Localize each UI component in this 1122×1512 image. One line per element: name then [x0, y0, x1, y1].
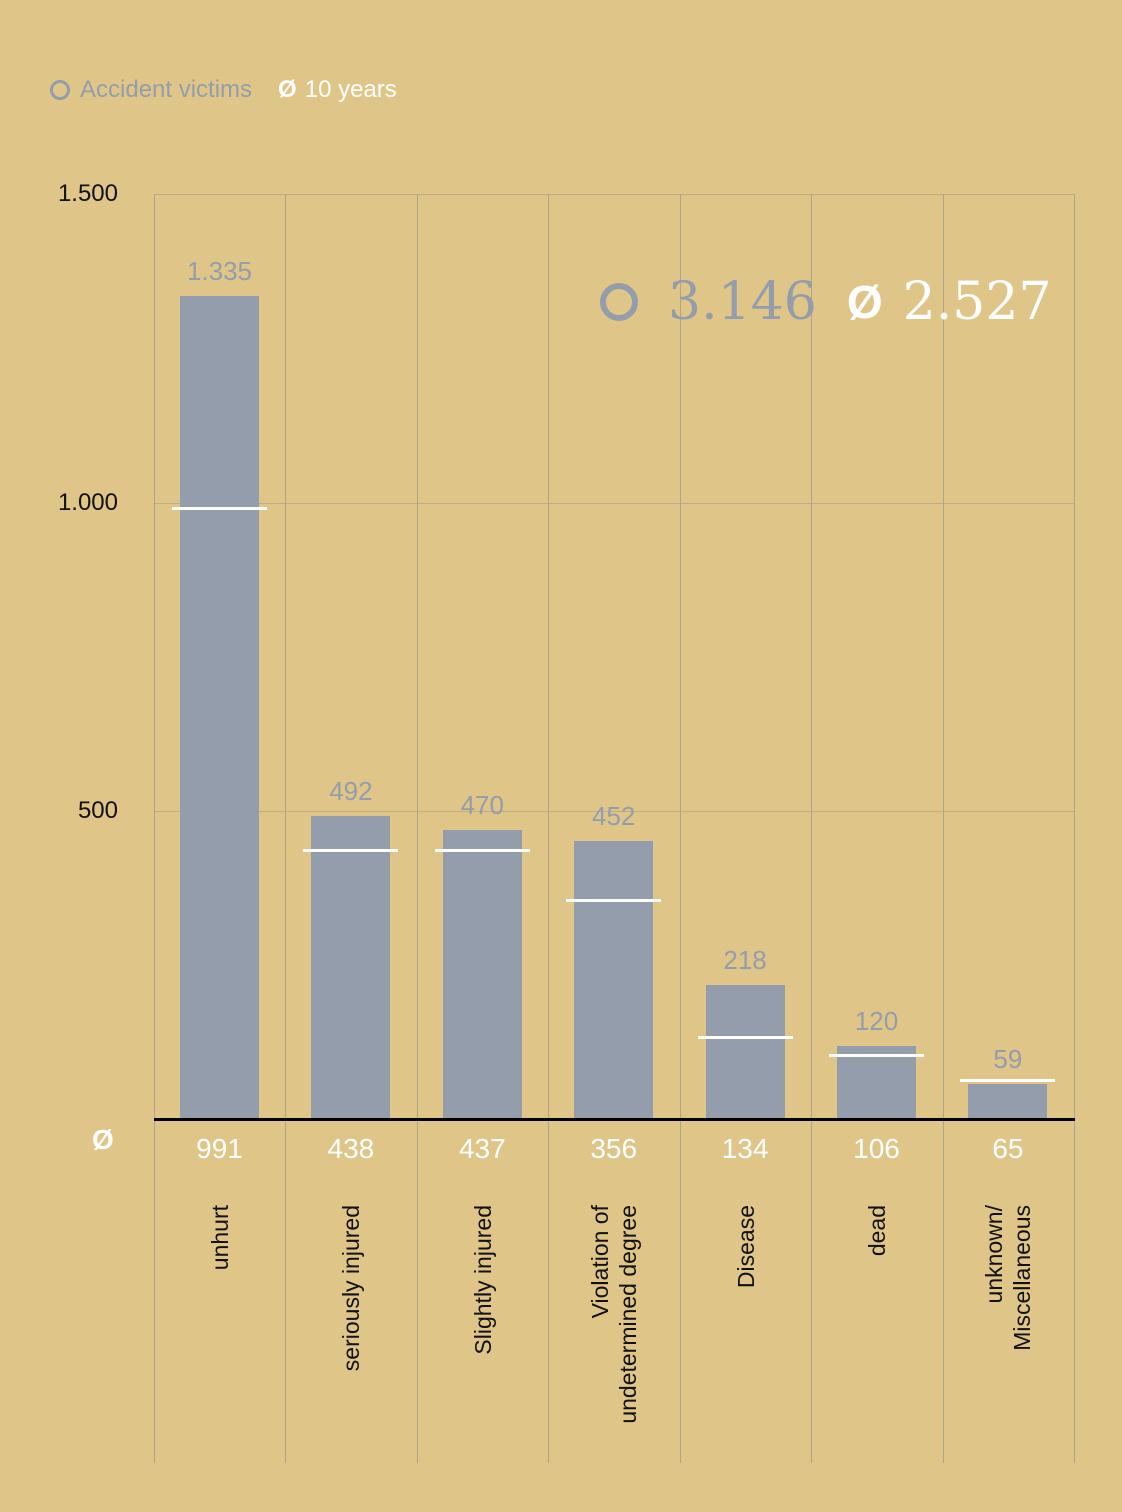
average-value-label: 437: [458, 1133, 506, 1164]
total-avg-value: 2.527: [902, 272, 1052, 332]
average-marker-line: [172, 507, 267, 511]
vgrid: [417, 194, 418, 1463]
average-value-label: 438: [327, 1133, 375, 1164]
average-icon: Ø: [278, 76, 297, 103]
bar: [968, 1083, 1048, 1120]
average-value-label: 65: [992, 1133, 1024, 1164]
category-label: Slightly injured: [469, 1205, 496, 1355]
legend: Accident victims Ø 10 years: [50, 76, 423, 104]
bar: [180, 295, 259, 1120]
legend-avg-label: 10 years: [304, 76, 397, 103]
average-icon: Ø: [846, 276, 883, 328]
average-value-label: 991: [196, 1133, 243, 1164]
bar-value-label: 59: [993, 1043, 1023, 1074]
bar: [705, 985, 785, 1120]
average-icon: Ø: [92, 1124, 114, 1155]
circle-icon: [600, 283, 638, 321]
vgrid: [943, 194, 944, 1463]
category-label: unknown/ Miscellaneous: [980, 1205, 1035, 1351]
total-victims-value: 3.146: [668, 272, 817, 332]
circle-icon: [50, 80, 70, 100]
y-tick-1000: 1.000: [57, 489, 118, 516]
gridline-1000: [154, 503, 1075, 504]
category-label: Violation of undetermined degree: [586, 1205, 641, 1424]
category-label: Disease: [732, 1205, 759, 1289]
bar-value-label: 492: [329, 776, 373, 807]
bar-value-label: 1.335: [186, 255, 253, 286]
vgrid: [154, 194, 155, 1463]
bar-value-label: 452: [591, 800, 636, 831]
y-tick-500: 500: [77, 797, 118, 824]
bar: [574, 840, 654, 1120]
bar: [442, 829, 522, 1120]
gridline-500: [154, 811, 1075, 812]
category-label: unhurt: [206, 1205, 233, 1271]
category-label: dead: [863, 1205, 890, 1257]
average-marker-line: [697, 1036, 793, 1040]
vgrid: [285, 194, 286, 1463]
gridline-1500: [154, 194, 1075, 195]
y-tick-1500: 1.500: [57, 180, 118, 207]
average-marker-line: [566, 899, 662, 903]
x-axis-line: [154, 1118, 1075, 1121]
average-value-label: 356: [590, 1133, 638, 1164]
totals-summary: 3.146 Ø 2.527: [600, 272, 1052, 332]
legend-victims-label: Accident victims: [80, 76, 253, 103]
average-value-label: 106: [853, 1133, 900, 1164]
average-marker-line: [303, 848, 399, 852]
average-marker-line: [829, 1053, 924, 1057]
category-label: seriously injured: [337, 1205, 364, 1372]
vgrid: [680, 194, 681, 1463]
bar-value-label: 218: [723, 945, 767, 976]
average-marker-line: [960, 1078, 1056, 1082]
vgrid: [548, 194, 549, 1463]
vgrid: [1074, 194, 1075, 1463]
average-marker-line: [434, 849, 530, 853]
bar-value-label: 120: [854, 1005, 899, 1036]
legend-item-avg: Ø 10 years: [278, 76, 397, 104]
average-value-label: 134: [721, 1133, 769, 1164]
bar: [311, 816, 391, 1120]
vgrid: [811, 194, 812, 1463]
bar-value-label: 470: [460, 789, 504, 820]
legend-item-victims: Accident victims: [50, 76, 252, 104]
bar: [837, 1045, 916, 1120]
